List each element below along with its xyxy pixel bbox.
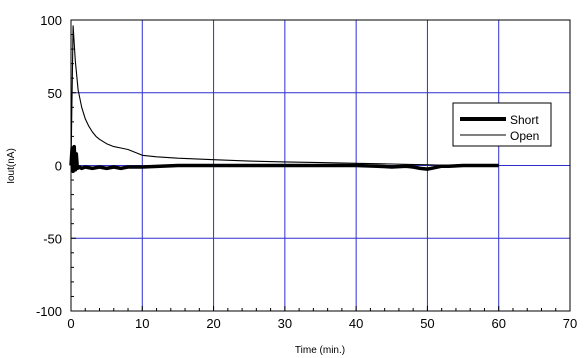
series-line-open bbox=[70, 25, 442, 166]
x-tick-label: 30 bbox=[278, 316, 292, 331]
x-tick-label: 70 bbox=[563, 316, 577, 331]
x-tick-label: 50 bbox=[420, 316, 434, 331]
axis-ticks: 0 10 20 30 40 50 60 70 -100 -50 0 50 100 bbox=[36, 13, 577, 331]
series-line-short bbox=[69, 144, 499, 174]
legend-label-open: Open bbox=[510, 129, 539, 143]
legend: Short Open bbox=[452, 102, 552, 147]
y-axis-title: Iout(nA) bbox=[6, 148, 17, 184]
series-layer bbox=[69, 25, 499, 174]
x-tick-label: 20 bbox=[206, 316, 220, 331]
x-tick-label: 40 bbox=[349, 316, 363, 331]
legend-label-short: Short bbox=[510, 113, 539, 127]
y-tick-label: 0 bbox=[55, 159, 62, 174]
x-tick-label: 60 bbox=[491, 316, 505, 331]
y-tick-label: 100 bbox=[40, 13, 62, 28]
x-tick-label: 0 bbox=[67, 316, 74, 331]
y-tick-label: -100 bbox=[36, 304, 62, 319]
legend-box bbox=[452, 102, 552, 147]
x-tick-label: 10 bbox=[135, 316, 149, 331]
y-tick-label: -50 bbox=[43, 231, 62, 246]
grid-lines bbox=[71, 20, 570, 311]
y-tick-label: 50 bbox=[48, 86, 62, 101]
x-axis-title: Time (min.) bbox=[295, 345, 345, 356]
